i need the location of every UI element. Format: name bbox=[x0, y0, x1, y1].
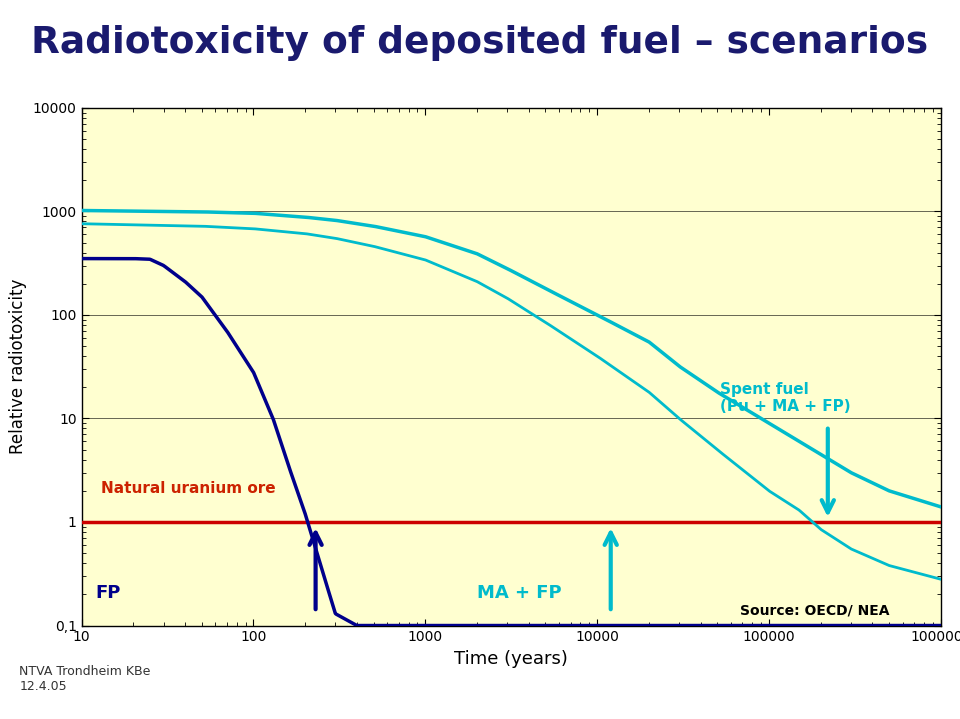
Text: Radiotoxicity of deposited fuel – scenarios: Radiotoxicity of deposited fuel – scenar… bbox=[32, 25, 928, 61]
Text: FP: FP bbox=[95, 584, 121, 602]
Text: MA + FP: MA + FP bbox=[477, 584, 562, 602]
Y-axis label: Relative radiotoxicity: Relative radiotoxicity bbox=[10, 279, 27, 454]
Text: Source: OECD/ NEA: Source: OECD/ NEA bbox=[740, 603, 890, 618]
Text: Spent fuel
(Pu + MA + FP): Spent fuel (Pu + MA + FP) bbox=[720, 382, 851, 414]
Text: NTVA Trondheim KBe
12.4.05: NTVA Trondheim KBe 12.4.05 bbox=[19, 666, 151, 693]
X-axis label: Time (years): Time (years) bbox=[454, 650, 568, 668]
Text: Natural uranium ore: Natural uranium ore bbox=[101, 480, 276, 495]
